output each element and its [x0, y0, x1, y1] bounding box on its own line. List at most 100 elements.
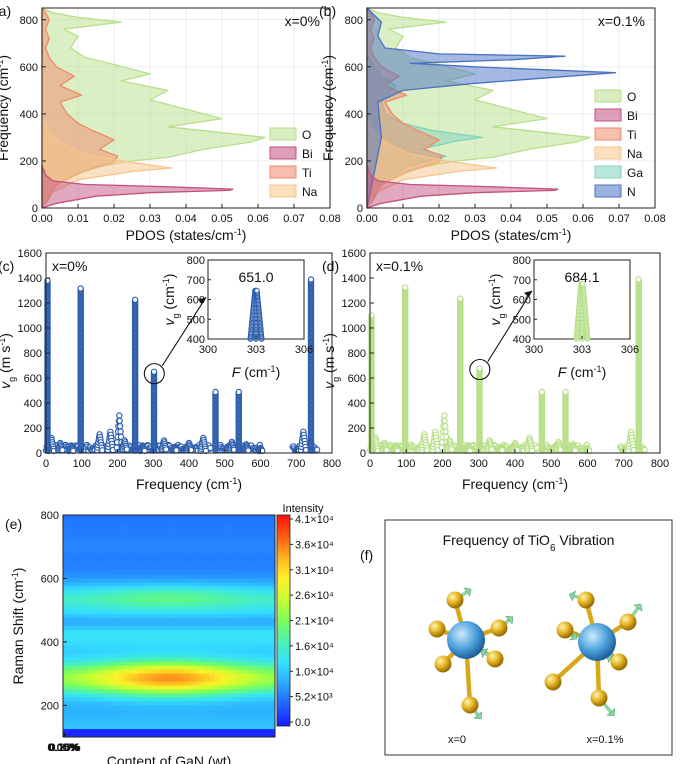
heatmap-cell: [123, 729, 130, 734]
heatmap-cell: [93, 725, 99, 730]
heatmap-cell: [184, 562, 190, 567]
heatmap-cell: [194, 522, 200, 528]
data-point: [313, 446, 321, 453]
heatmap-cell: [184, 550, 190, 556]
y-axis-label: Frequency (cm-1): [320, 55, 336, 161]
legend-swatch-N: [594, 184, 622, 198]
heatmap-cell: [148, 562, 155, 567]
heatmap-cell: [113, 518, 119, 524]
heatmap-cell: [189, 626, 195, 631]
heatmap-cell: [108, 610, 114, 615]
heatmap-cell: [138, 594, 145, 599]
heatmap-cell: [108, 717, 114, 722]
heatmap-cell: [163, 530, 170, 536]
y-axis-label: vg (m s-1): [0, 333, 17, 389]
heatmap-cell: [73, 558, 79, 563]
heatmap-cell: [169, 534, 175, 540]
heatmap-cell: [163, 606, 170, 611]
heatmap-cell: [88, 685, 94, 690]
heatmap-cell: [163, 721, 170, 726]
heatmap-cell: [239, 594, 246, 599]
legend-label-Ti: Ti: [302, 166, 312, 180]
heatmap-cell: [123, 590, 130, 595]
heatmap-cell: [93, 570, 99, 575]
heatmap-cell: [224, 558, 230, 563]
heatmap-cell: [153, 649, 160, 655]
inset-y-tick-label: 400: [513, 334, 531, 346]
heatmap-cell: [199, 538, 205, 544]
heatmap-cell: [239, 586, 246, 591]
heatmap-cell: [98, 578, 104, 583]
heatmap-cell: [214, 526, 220, 532]
heatmap-cell: [189, 614, 195, 619]
heatmap-cell: [148, 637, 155, 643]
heatmap-cell: [214, 677, 220, 682]
heatmap-cell: [184, 542, 190, 548]
heatmap-cell: [123, 534, 130, 540]
heatmap-cell: [204, 598, 210, 603]
heatmap-cell: [184, 685, 190, 690]
heatmap-cell: [68, 629, 74, 635]
heatmap-cell: [88, 653, 94, 659]
heatmap-cell: [128, 661, 135, 667]
heatmap-cell: [174, 626, 180, 631]
heatmap-cell: [98, 677, 104, 682]
heatmap-cell: [184, 693, 190, 698]
heatmap-cell: [63, 645, 69, 651]
heatmap-cell: [199, 645, 205, 651]
heatmap-cell: [214, 661, 220, 667]
heatmap-cell: [103, 729, 109, 734]
heatmap-cell: [118, 594, 124, 599]
heatmap-cell: [143, 546, 150, 552]
heatmap-cell: [224, 598, 230, 603]
heatmap-cell: [219, 582, 225, 587]
heatmap-cell: [179, 645, 185, 651]
heatmap-cell: [209, 546, 215, 552]
heatmap-cell: [214, 582, 220, 587]
heatmap-cell: [143, 629, 150, 635]
heatmap-cell: [194, 681, 200, 686]
heatmap-cell: [199, 590, 205, 595]
heatmap-cell: [239, 701, 246, 706]
heatmap-cell: [143, 558, 150, 563]
heatmap-cell: [103, 709, 109, 714]
heatmap-cell: [118, 622, 124, 627]
heatmap-cell: [78, 669, 84, 674]
heatmap-cell: [98, 626, 104, 631]
x-tick-label: 0.07: [608, 213, 629, 225]
heatmap-cell: [219, 586, 225, 591]
heatmap-cell: [108, 570, 114, 575]
heatmap-cell: [113, 657, 119, 663]
heatmap-cell: [68, 653, 74, 659]
heatmap-cell: [214, 518, 220, 524]
heatmap-cell: [158, 717, 165, 722]
heatmap-cell: [88, 626, 94, 631]
heatmap-cell: [158, 685, 165, 690]
x-tick-label: 0.02: [428, 213, 449, 225]
heatmap-cell: [184, 518, 190, 524]
heatmap-cell: [209, 677, 215, 682]
y-axis-label: vg (m s-1): [321, 333, 341, 389]
heatmap-cell: [229, 534, 236, 540]
heatmap-cell: [163, 550, 170, 556]
heatmap-cell: [148, 661, 155, 667]
data-point: [113, 444, 120, 451]
heatmap-cell: [83, 538, 89, 544]
heatmap-cell: [199, 701, 205, 706]
heatmap-cell: [128, 645, 135, 651]
heatmap-cell: [219, 689, 225, 694]
heatmap-cell: [128, 721, 135, 726]
heatmap-cell: [83, 665, 89, 670]
heatmap-cell: [123, 538, 130, 544]
heatmap-cell: [148, 701, 155, 706]
heatmap-cell: [199, 578, 205, 583]
heatmap-cell: [93, 546, 99, 552]
heatmap-cell: [239, 641, 246, 647]
heatmap-cell: [118, 590, 124, 595]
heatmap-cell: [163, 566, 170, 571]
inset-y-tick-label: 400: [187, 334, 205, 346]
heatmap-cell: [234, 645, 241, 651]
heatmap-cell: [194, 602, 200, 607]
heatmap-cell: [179, 709, 185, 714]
